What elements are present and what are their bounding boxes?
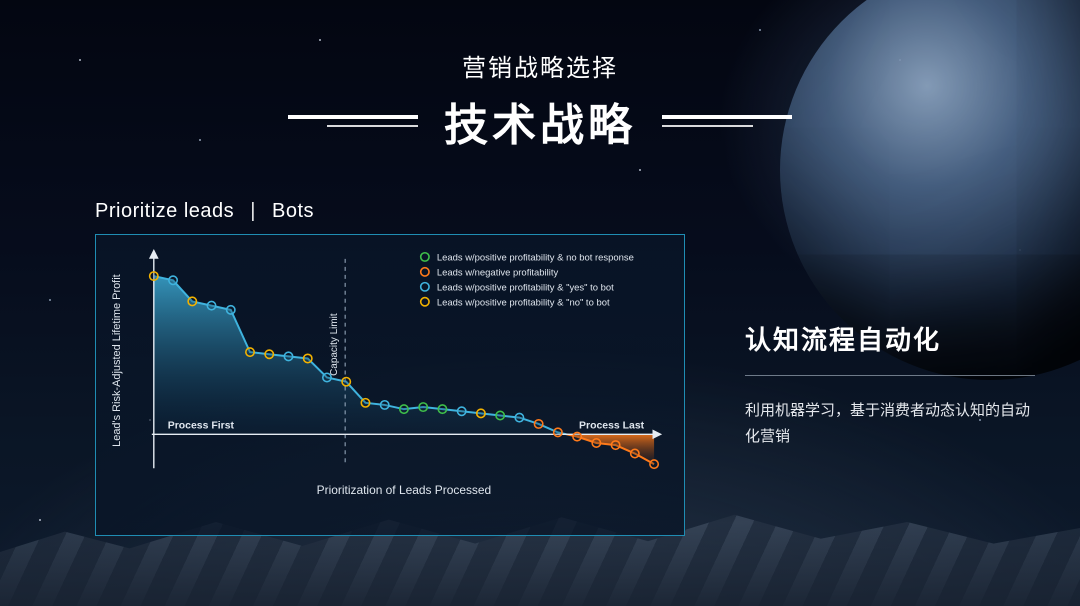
right-title: 认知流程自动化 [745, 320, 1035, 357]
data-point [150, 272, 158, 280]
data-point [438, 405, 446, 413]
data-point [534, 420, 542, 428]
data-point [592, 439, 600, 447]
data-point [284, 352, 292, 360]
y-axis-label: Lead's Risk-Adjusted Lifetime Profit [111, 274, 123, 447]
data-point [650, 460, 658, 468]
title-rule-right [662, 115, 792, 127]
x-axis-label: Prioritization of Leads Processed [317, 483, 492, 497]
title-row: 技术战略 [0, 89, 1080, 153]
title-rule-left [288, 115, 418, 127]
page-title: 技术战略 [444, 89, 636, 153]
right-divider [745, 375, 1035, 376]
legend-marker [421, 268, 429, 276]
data-point [631, 449, 639, 457]
legend-label: Leads w/positive profitability & no bot … [437, 252, 634, 263]
chart-header: Prioritize leads | Bots [95, 200, 314, 223]
profit-chart: Capacity Limit Lead's Risk-Adjusted Lifet… [96, 235, 684, 536]
right-text-block: 认知流程自动化 利用机器学习，基于消费者动态认知的自动化营销 [745, 320, 1035, 449]
data-point [342, 378, 350, 386]
data-point [227, 306, 235, 314]
data-point [188, 297, 196, 305]
legend-marker [421, 253, 429, 261]
legend-label: Leads w/positive profitability & "no" to… [437, 297, 610, 308]
chart-panel: Capacity Limit Lead's Risk-Adjusted Lifet… [95, 234, 685, 536]
data-point [169, 276, 177, 284]
data-point [304, 354, 312, 362]
legend-label: Leads w/positive profitability & "yes" t… [437, 282, 614, 293]
capacity-limit-label: Capacity Limit [329, 313, 340, 376]
page-heading: 营销战略选择 技术战略 [0, 48, 1080, 153]
right-body: 利用机器学习，基于消费者动态认知的自动化营销 [745, 398, 1035, 449]
data-point [477, 409, 485, 417]
data-point [265, 350, 273, 358]
data-point [496, 411, 504, 419]
data-point [554, 428, 562, 436]
data-point [381, 401, 389, 409]
page-subtitle: 营销战略选择 [0, 48, 1080, 83]
legend-marker [421, 283, 429, 291]
legend-label: Leads w/negative profitability [437, 267, 559, 278]
data-point [400, 405, 408, 413]
process-first-label: Process First [168, 420, 235, 431]
data-point [611, 441, 619, 449]
process-last-label: Process Last [579, 420, 645, 431]
data-point [207, 301, 215, 309]
legend-marker [421, 298, 429, 306]
chart-header-right: Bots [272, 200, 314, 222]
data-point [323, 373, 331, 381]
data-point [419, 403, 427, 411]
data-point [361, 399, 369, 407]
chart-header-left: Prioritize leads [95, 200, 234, 222]
data-point [457, 407, 465, 415]
data-point [515, 413, 523, 421]
data-point [573, 432, 581, 440]
chart-header-separator: | [250, 200, 256, 222]
data-point [246, 348, 254, 356]
